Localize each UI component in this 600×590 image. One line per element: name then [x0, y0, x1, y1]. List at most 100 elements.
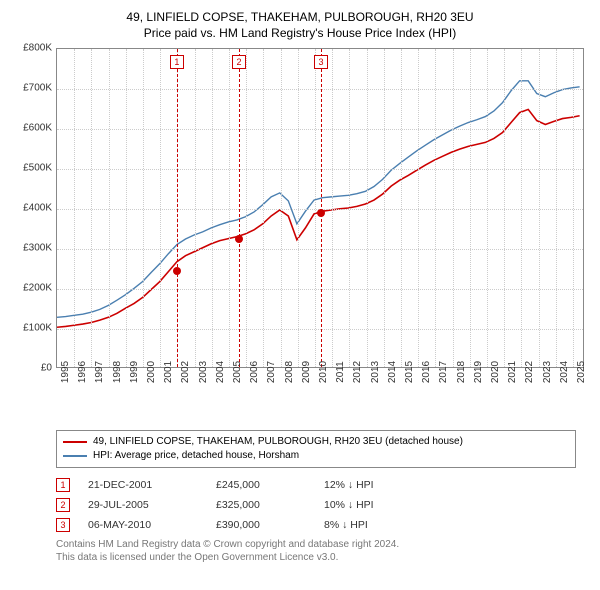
xtick-label: 2001	[163, 360, 174, 382]
event-marker: 3	[56, 518, 70, 532]
xtick-label: 2024	[559, 360, 570, 382]
ytick-label: £800K	[23, 42, 52, 53]
xtick-label: 2014	[387, 360, 398, 382]
series-line-hpi	[57, 80, 580, 317]
event-date: 21-DEC-2001	[88, 479, 198, 491]
xtick-label: 2017	[438, 360, 449, 382]
event-date: 29-JUL-2005	[88, 499, 198, 511]
event-price: £325,000	[216, 499, 306, 511]
ytick-label: £500K	[23, 162, 52, 173]
gridline-v	[418, 49, 419, 367]
gridline-v	[74, 49, 75, 367]
gridline-v	[435, 49, 436, 367]
event-delta: 12% ↓ HPI	[324, 479, 414, 491]
gridline-v	[195, 49, 196, 367]
gridline-v	[573, 49, 574, 367]
xtick-label: 2022	[524, 360, 535, 382]
gridline-v	[212, 49, 213, 367]
xtick-label: 2025	[576, 360, 587, 382]
ytick-label: £300K	[23, 242, 52, 253]
chart-area: 123 £0£100K£200K£300K£400K£500K£600K£700…	[12, 48, 588, 398]
gridline-v	[453, 49, 454, 367]
reference-vline	[321, 49, 322, 367]
gridline-v	[281, 49, 282, 367]
xtick-label: 2002	[180, 360, 191, 382]
footnote-line: Contains HM Land Registry data © Crown c…	[56, 538, 588, 551]
xtick-label: 2012	[352, 360, 363, 382]
event-marker-box: 2	[232, 55, 246, 69]
xtick-label: 2008	[284, 360, 295, 382]
xtick-label: 2013	[370, 360, 381, 382]
legend-item-hpi: HPI: Average price, detached house, Hors…	[63, 449, 569, 463]
xtick-label: 1998	[112, 360, 123, 382]
event-table: 1 21-DEC-2001 £245,000 12% ↓ HPI 2 29-JU…	[56, 478, 588, 532]
gridline-v	[487, 49, 488, 367]
ytick-label: £100K	[23, 322, 52, 333]
gridline-v	[367, 49, 368, 367]
gridline-v	[521, 49, 522, 367]
xtick-label: 2004	[215, 360, 226, 382]
xtick-label: 2011	[335, 361, 346, 383]
gridline-v	[539, 49, 540, 367]
plot-region: 123	[56, 48, 584, 368]
event-marker: 1	[56, 478, 70, 492]
xtick-label: 2019	[473, 360, 484, 382]
xtick-label: 2023	[542, 360, 553, 382]
event-price: £390,000	[216, 519, 306, 531]
gridline-v	[246, 49, 247, 367]
gridline-v	[91, 49, 92, 367]
gridline-v	[143, 49, 144, 367]
xtick-label: 2018	[456, 360, 467, 382]
xtick-label: 2007	[266, 360, 277, 382]
reference-vline	[177, 49, 178, 367]
chart-subtitle: Price paid vs. HM Land Registry's House …	[12, 26, 588, 40]
event-date: 06-MAY-2010	[88, 519, 198, 531]
ytick-label: £0	[41, 362, 52, 373]
event-dot	[235, 235, 243, 243]
gridline-v	[298, 49, 299, 367]
gridline-v	[470, 49, 471, 367]
event-price: £245,000	[216, 479, 306, 491]
event-marker: 2	[56, 498, 70, 512]
gridline-v	[315, 49, 316, 367]
gridline-v	[349, 49, 350, 367]
legend-label-hpi: HPI: Average price, detached house, Hors…	[93, 449, 299, 463]
ytick-label: £400K	[23, 202, 52, 213]
xtick-label: 1997	[94, 360, 105, 382]
event-dot	[317, 209, 325, 217]
event-row: 3 06-MAY-2010 £390,000 8% ↓ HPI	[56, 518, 588, 532]
reference-vline	[239, 49, 240, 367]
footnote-line: This data is licensed under the Open Gov…	[56, 551, 588, 564]
event-delta: 8% ↓ HPI	[324, 519, 414, 531]
legend-swatch-hpi	[63, 455, 87, 457]
xtick-label: 2020	[490, 360, 501, 382]
footnote: Contains HM Land Registry data © Crown c…	[56, 538, 588, 564]
xtick-label: 2016	[421, 360, 432, 382]
chart-container: 49, LINFIELD COPSE, THAKEHAM, PULBOROUGH…	[0, 0, 600, 590]
gridline-v	[401, 49, 402, 367]
ytick-label: £200K	[23, 282, 52, 293]
chart-title: 49, LINFIELD COPSE, THAKEHAM, PULBOROUGH…	[12, 10, 588, 26]
legend-label-property: 49, LINFIELD COPSE, THAKEHAM, PULBOROUGH…	[93, 435, 463, 449]
gridline-v	[109, 49, 110, 367]
xtick-label: 2009	[301, 360, 312, 382]
gridline-v	[229, 49, 230, 367]
gridline-v	[332, 49, 333, 367]
event-row: 2 29-JUL-2005 £325,000 10% ↓ HPI	[56, 498, 588, 512]
event-marker-box: 3	[314, 55, 328, 69]
xtick-label: 2010	[318, 360, 329, 382]
xtick-label: 2003	[198, 360, 209, 382]
xtick-label: 1996	[77, 360, 88, 382]
gridline-v	[263, 49, 264, 367]
gridline-v	[504, 49, 505, 367]
gridline-v	[556, 49, 557, 367]
legend-swatch-property	[63, 441, 87, 443]
gridline-v	[126, 49, 127, 367]
gridline-v	[160, 49, 161, 367]
legend: 49, LINFIELD COPSE, THAKEHAM, PULBOROUGH…	[56, 430, 576, 468]
xtick-label: 2000	[146, 360, 157, 382]
event-dot	[173, 267, 181, 275]
xtick-label: 1995	[60, 360, 71, 382]
legend-item-property: 49, LINFIELD COPSE, THAKEHAM, PULBOROUGH…	[63, 435, 569, 449]
xtick-label: 1999	[129, 360, 140, 382]
